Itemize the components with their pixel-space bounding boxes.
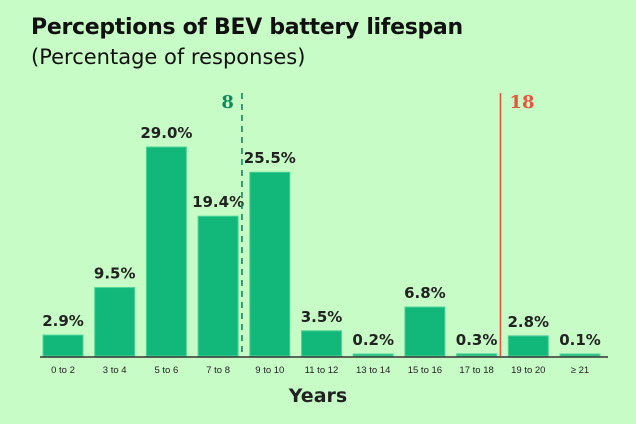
x-tick-label: 13 to 14 [356, 365, 390, 376]
reference-line-label: 8 [221, 92, 234, 113]
bar [249, 171, 291, 357]
data-label: 2.9% [42, 312, 84, 330]
bar [197, 215, 239, 357]
x-tick-label: 5 to 6 [155, 365, 179, 376]
x-tick-label: 15 to 16 [408, 365, 442, 376]
x-tick-label: 9 to 10 [255, 365, 284, 376]
chart-subtitle: (Percentage of responses) [31, 45, 306, 69]
reference-line-label: 18 [509, 92, 534, 113]
bar [352, 353, 394, 357]
bar [559, 353, 601, 357]
bar [456, 353, 498, 357]
x-tick-label: 0 to 2 [51, 365, 75, 376]
bar [507, 335, 549, 357]
data-label: 2.8% [507, 313, 549, 331]
data-label: 25.5% [244, 149, 296, 167]
data-label: 9.5% [94, 265, 136, 283]
data-label: 3.5% [301, 308, 343, 326]
x-tick-label: 3 to 4 [103, 365, 127, 376]
data-label: 0.2% [352, 331, 394, 349]
data-label: 29.0% [140, 124, 192, 142]
chart-title: Perceptions of BEV battery lifespan [31, 15, 463, 40]
data-label: 6.8% [404, 284, 446, 302]
bar [145, 146, 187, 357]
data-label: 0.1% [559, 331, 601, 349]
bar [301, 330, 342, 357]
x-tick-label: ≥ 21 [571, 365, 589, 376]
x-tick-label: 17 to 18 [459, 365, 493, 376]
data-label: 19.4% [192, 193, 244, 211]
x-tick-label: 19 to 20 [511, 365, 545, 376]
bar [404, 306, 446, 357]
x-tick-label: 7 to 8 [206, 365, 230, 376]
bar [94, 287, 136, 357]
x-tick-label: 11 to 12 [305, 365, 339, 376]
data-label: 0.3% [456, 331, 498, 349]
bar [42, 334, 84, 357]
x-axis-label: Years [288, 385, 347, 407]
